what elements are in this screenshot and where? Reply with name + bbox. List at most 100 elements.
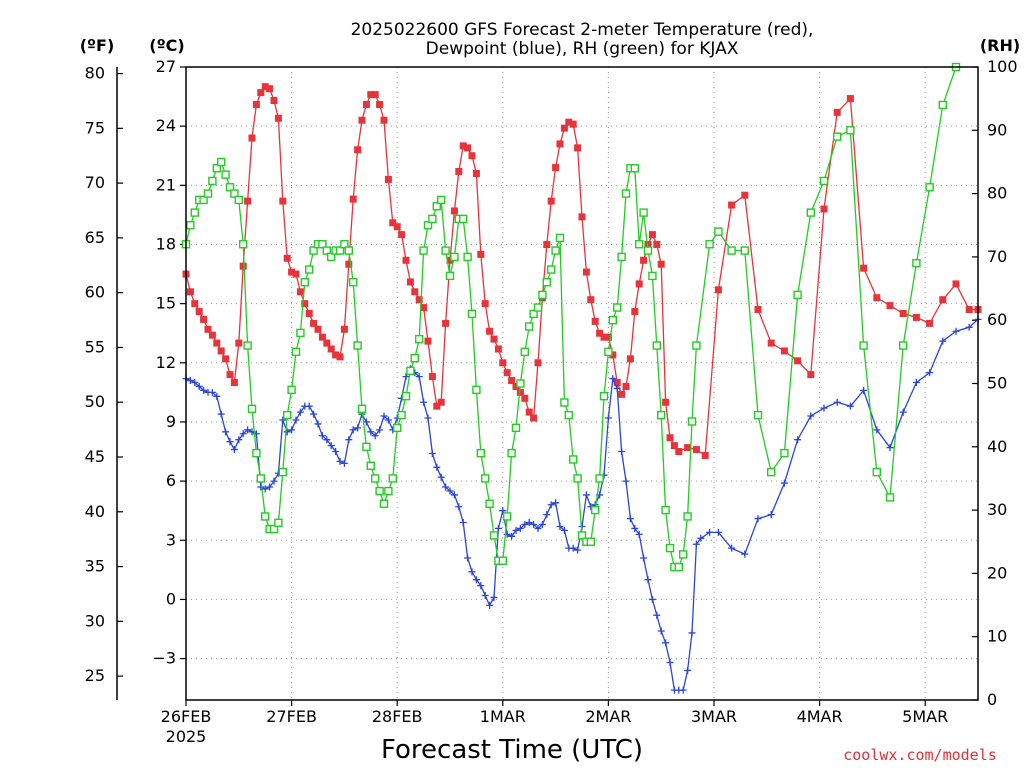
data-point: [239, 430, 247, 438]
data-point: [780, 448, 789, 458]
data-point: [609, 375, 617, 383]
data-point: [248, 134, 256, 142]
data-point: [674, 562, 683, 572]
data-point: [521, 520, 529, 528]
data-point: [235, 436, 243, 444]
data-point: [499, 359, 507, 367]
data-point: [507, 448, 516, 458]
data-point: [357, 404, 367, 414]
data-point: [552, 499, 560, 507]
data-point: [547, 197, 555, 205]
data-point: [459, 519, 467, 527]
data-point: [643, 246, 653, 255]
data-point: [230, 189, 239, 198]
data-point: [599, 391, 609, 401]
data-point: [261, 83, 269, 91]
fahrenheit-tick-label: 45: [85, 447, 105, 466]
data-point: [860, 386, 868, 394]
data-point: [912, 379, 920, 387]
data-point: [525, 408, 533, 416]
data-point: [794, 357, 802, 365]
data-point: [424, 337, 432, 345]
celsius-axis: −3 0 3 6 9 12 15 18 21 24 27: [152, 57, 186, 668]
data-point: [872, 467, 881, 477]
series-dewpoint: [182, 315, 982, 694]
data-point: [292, 416, 300, 424]
data-point: [899, 408, 907, 416]
data-point: [415, 373, 423, 381]
fahrenheit-tick-label: 55: [85, 337, 105, 356]
data-point: [349, 195, 357, 203]
x-tick-label: 3MAR: [691, 707, 737, 726]
data-point: [635, 240, 644, 249]
data-point: [477, 582, 485, 590]
data-point: [200, 315, 208, 323]
data-point: [309, 246, 318, 255]
data-point: [820, 404, 828, 412]
x-axis-label: Forecast Time (UTC): [381, 735, 643, 765]
data-point: [442, 319, 450, 327]
data-point: [609, 351, 617, 359]
data-point: [965, 323, 973, 331]
data-point: [635, 530, 643, 538]
data-point: [644, 240, 652, 248]
data-point: [534, 359, 542, 367]
data-point: [591, 505, 600, 515]
data-point: [912, 259, 921, 268]
data-point: [221, 170, 230, 179]
data-point: [230, 379, 238, 387]
data-point: [208, 388, 216, 396]
data-point: [287, 385, 296, 395]
data-point: [195, 308, 203, 316]
credit-text: coolwx.com/models: [843, 746, 997, 764]
data-point: [551, 246, 560, 255]
data-point: [327, 345, 335, 353]
data-point: [701, 451, 709, 459]
data-point: [257, 483, 265, 491]
data-point: [212, 164, 222, 173]
data-point: [533, 303, 543, 312]
data-point: [256, 474, 265, 483]
data-point: [433, 463, 441, 471]
gridlines: [186, 67, 978, 700]
celsius-tick-label: −3: [152, 649, 176, 668]
data-point: [508, 532, 516, 540]
data-point: [344, 246, 353, 255]
data-point: [292, 270, 300, 278]
data-point: [512, 526, 520, 534]
data-point: [538, 520, 546, 528]
data-point: [560, 398, 569, 407]
data-point: [217, 410, 225, 418]
data-point: [631, 524, 639, 532]
data-point: [512, 382, 520, 390]
data-point: [547, 265, 556, 274]
data-point: [468, 152, 476, 160]
celsius-tick-label: 24: [156, 116, 176, 135]
data-point: [213, 339, 221, 347]
data-point: [432, 202, 441, 211]
data-point: [401, 391, 411, 401]
data-point: [269, 524, 279, 534]
data-point: [666, 434, 674, 442]
series-rh: [181, 62, 961, 572]
data-point: [508, 377, 516, 385]
data-point: [296, 328, 305, 338]
data-point: [873, 294, 881, 302]
data-point: [600, 333, 608, 341]
data-point: [323, 436, 331, 444]
data-point: [332, 351, 340, 359]
data-point: [586, 537, 595, 546]
data-point: [380, 116, 388, 124]
rh-tick-label: 30: [987, 500, 1007, 519]
data-point: [516, 524, 524, 532]
data-point: [335, 246, 345, 255]
data-point: [683, 512, 692, 521]
data-point: [552, 164, 560, 172]
data-point: [754, 515, 762, 523]
data-point: [433, 402, 441, 410]
data-point: [938, 100, 947, 110]
data-point: [565, 118, 573, 126]
rh-tick-label: 70: [987, 247, 1007, 266]
data-point: [675, 448, 683, 456]
celsius-tick-label: 12: [156, 353, 176, 372]
